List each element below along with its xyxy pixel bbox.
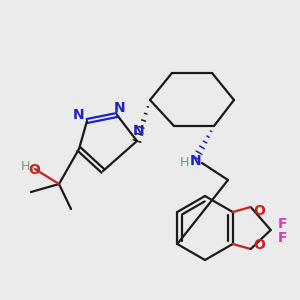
Text: O: O [253,204,265,218]
Text: N: N [190,154,202,168]
Text: N: N [133,124,145,138]
Text: N: N [73,108,85,122]
Text: O: O [28,163,40,177]
Text: F: F [278,217,287,231]
Text: N: N [114,101,126,115]
Text: H: H [179,155,189,169]
Text: O: O [253,238,265,252]
Text: F: F [278,231,287,245]
Text: H: H [20,160,30,173]
